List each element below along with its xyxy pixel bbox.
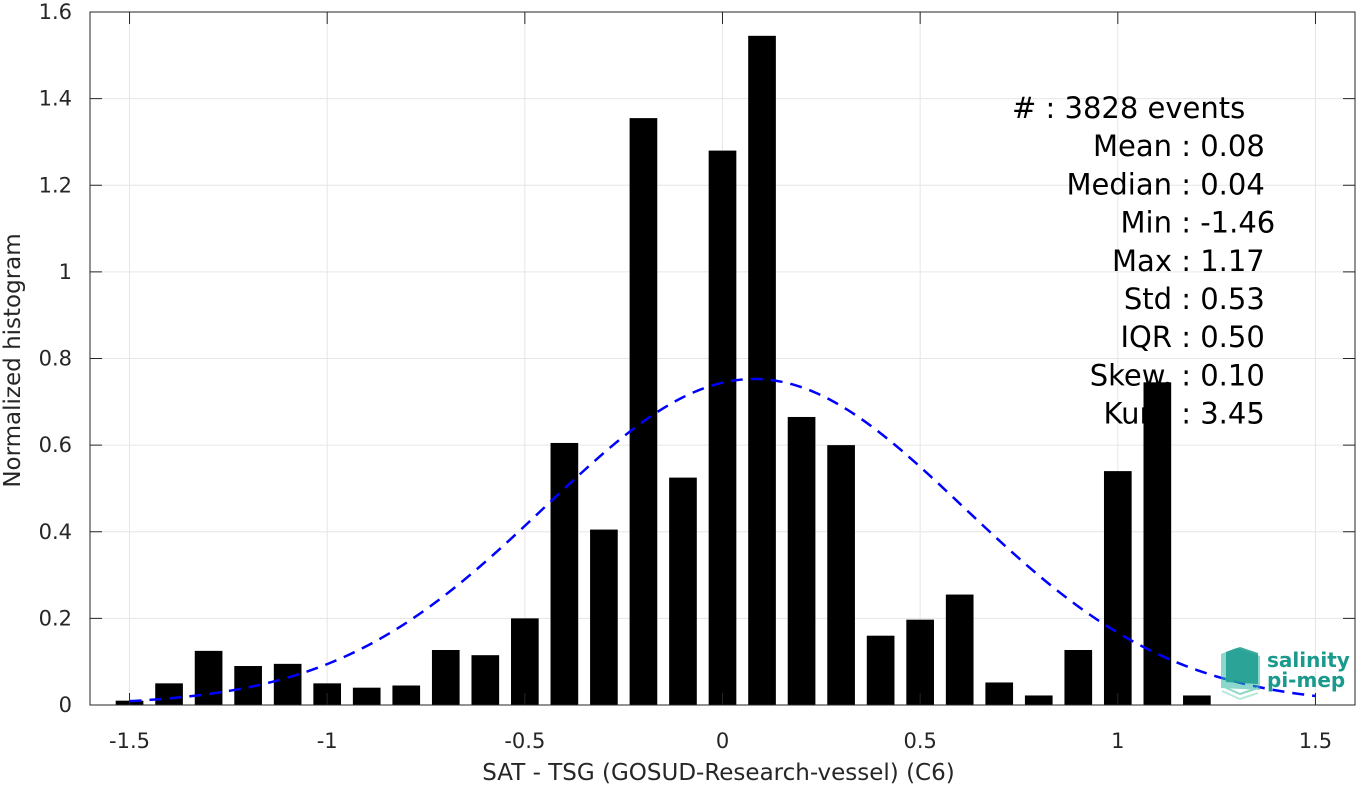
histogram-bar [827, 445, 855, 705]
histogram-bar [787, 416, 816, 705]
y-tick-label: 0 [59, 693, 72, 717]
x-axis-label: SAT - TSG (GOSUD-Research-vessel) (C6) [482, 760, 954, 785]
stat-line: Std : 0.53 [1124, 282, 1265, 316]
x-tick-label: -1.5 [109, 729, 150, 753]
histogram-bar [590, 529, 618, 705]
salinity-pi-mep-logo: salinity pi-mep [1221, 647, 1350, 701]
histogram-bar [945, 594, 974, 705]
x-tick-label: -0.5 [504, 729, 545, 753]
stat-line: Min : -1.46 [1121, 206, 1276, 240]
stat-line: Median : 0.04 [1067, 167, 1265, 201]
y-axis-label: Normalized histogram [0, 233, 26, 487]
histogram-bar [866, 635, 895, 705]
stat-line: IQR : 0.50 [1120, 320, 1264, 354]
stat-line: Skew. : 0.10 [1090, 358, 1265, 392]
x-tick-label: -1 [317, 729, 338, 753]
stat-line: Kurt. : 3.45 [1104, 397, 1265, 431]
x-tick-label: 0.5 [903, 729, 936, 753]
histogram-bar [1183, 695, 1211, 705]
histogram-bar [511, 618, 539, 705]
stats-box: # : 3828 events Mean : 0.08 Median : 0.04 M… [1012, 91, 1275, 431]
histogram-bar [1103, 471, 1132, 705]
histogram-bar [1064, 649, 1093, 705]
x-tick-label: 1.5 [1299, 729, 1332, 753]
y-tick-label: 1.4 [39, 87, 72, 111]
y-tick-label: 0.8 [39, 347, 72, 371]
histogram-bar [708, 150, 737, 706]
y-tick-label: 1 [59, 260, 72, 284]
y-tick-label: 0.2 [39, 606, 72, 630]
histogram-bar [155, 683, 183, 705]
histogram-bar [669, 477, 697, 705]
histogram-bar [1143, 382, 1172, 705]
axis-ticks [90, 11, 1355, 706]
stat-line: Max : 1.17 [1112, 244, 1265, 278]
logo-text-pi-mep: pi-mep [1267, 668, 1345, 692]
stat-line: # : 3828 events [1012, 91, 1245, 125]
bars-group [115, 35, 1211, 706]
normal-fit-curve [129, 377, 1316, 703]
histogram-bar [1024, 695, 1053, 705]
x-tick-label: 1 [1111, 729, 1124, 753]
histogram-bar [431, 649, 460, 705]
histogram-bar [194, 650, 223, 705]
y-tick-label: 1.2 [39, 173, 72, 197]
stat-line: Mean : 0.08 [1093, 129, 1265, 163]
x-tick-label: 0 [716, 729, 729, 753]
y-tick-label: 0.4 [39, 520, 72, 544]
histogram-bar [352, 687, 381, 705]
histogram-bar [748, 35, 776, 705]
histogram-bar [629, 118, 658, 706]
histogram-bar [906, 619, 934, 705]
histogram-bar [550, 442, 579, 705]
histogram-bar [471, 655, 500, 705]
y-tick-label: 1.6 [39, 0, 72, 24]
histogram-bar [392, 685, 421, 705]
y-tick-label: 0.6 [39, 433, 72, 457]
x-tick-labels: -1.5 -1 -0.5 0 0.5 1 1.5 [109, 729, 1332, 753]
y-tick-labels: 0 0.2 0.4 0.6 0.8 1 1.2 1.4 1.6 [39, 0, 72, 717]
histogram-bar [985, 682, 1014, 705]
logo-icon [1221, 647, 1260, 701]
logo-text-salinity: salinity [1267, 648, 1350, 672]
histogram-bar [273, 663, 302, 705]
